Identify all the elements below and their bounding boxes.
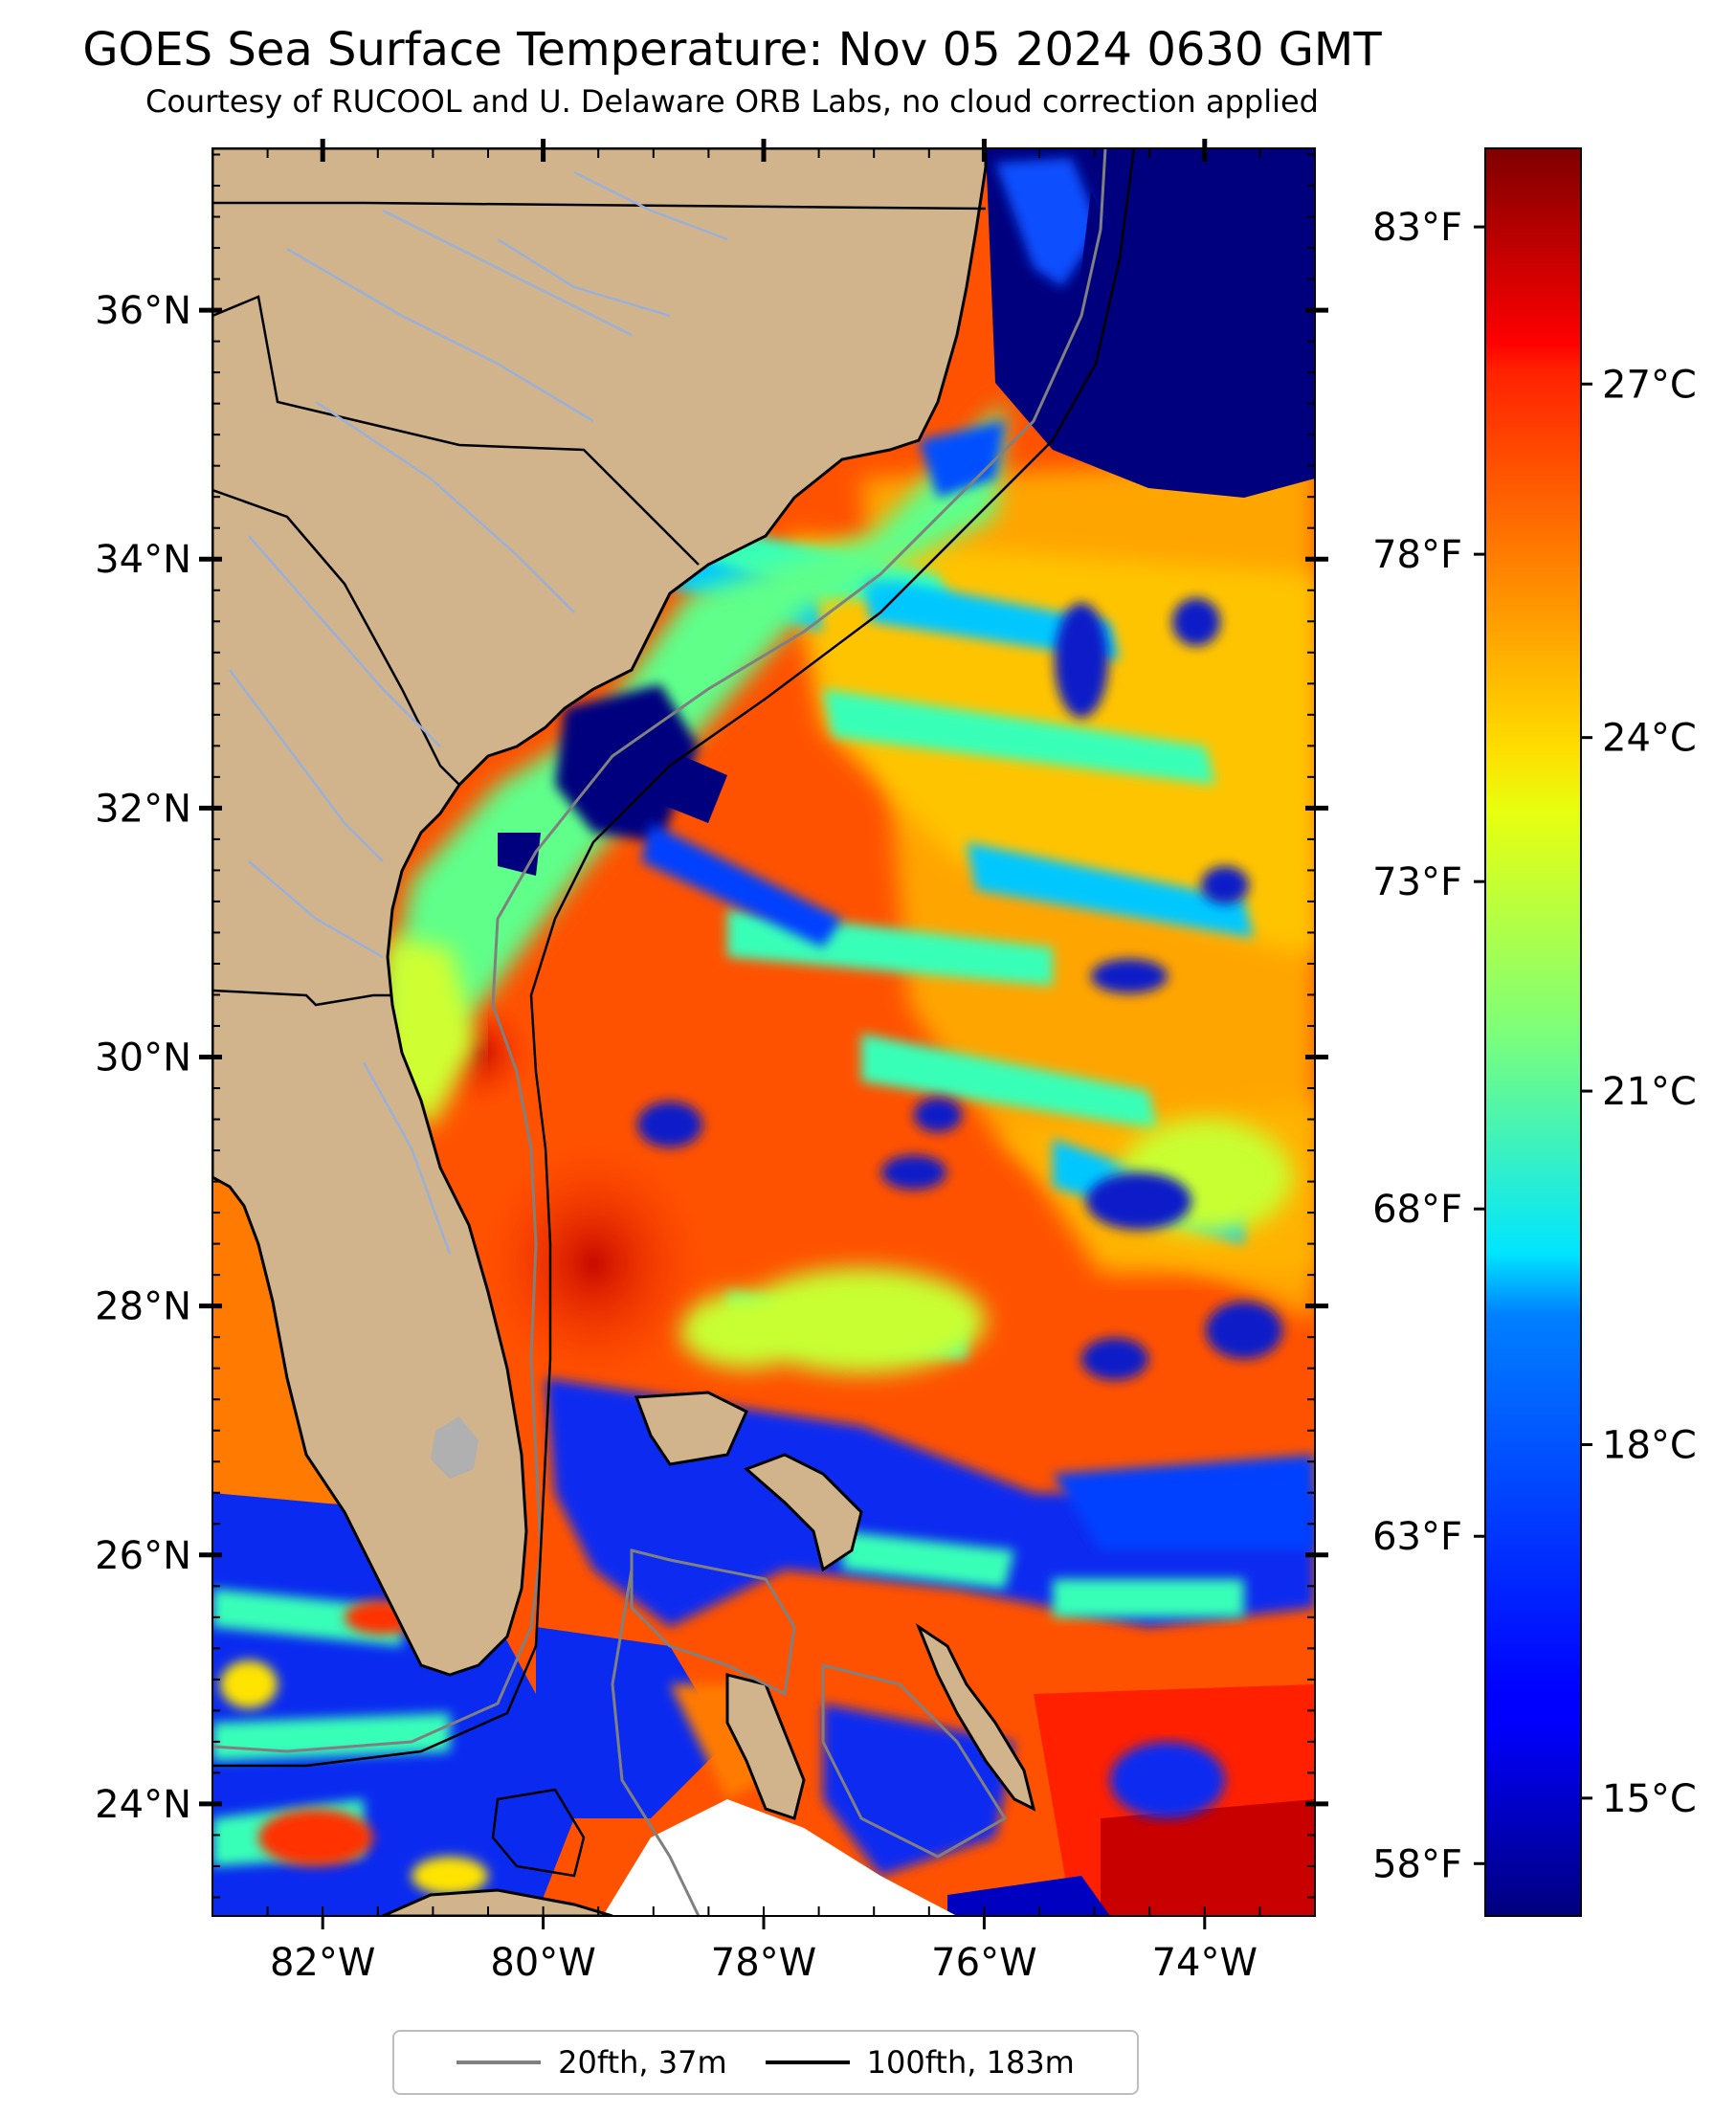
celsius-tick-label: 21°C [1602, 1070, 1697, 1114]
map-title: GOES Sea Surface Temperature: Nov 05 202… [82, 23, 1382, 77]
andros-island [725, 1673, 806, 1820]
colorbar: 27°C 24°C 21°C 18°C 15°C 83°F 78°F 73°F 68°F 63°… [1372, 147, 1697, 1917]
celsius-tick-label: 27°C [1602, 363, 1697, 407]
lon-tick-label: 78°W [711, 1941, 816, 1985]
colorbar-gradient [1484, 147, 1582, 1917]
legend-label-100fth: 100fth, 183m [866, 2044, 1075, 2081]
fahrenheit-tick-label: 73°F [1372, 860, 1462, 904]
fahrenheit-tick-label: 68°F [1372, 1188, 1462, 1232]
fahrenheit-ticks: 83°F 78°F 73°F 68°F 63°F 58°F [1372, 206, 1485, 1886]
us-mainland [212, 148, 988, 1677]
fahrenheit-tick-label: 78°F [1372, 533, 1462, 577]
celsius-tick-label: 15°C [1602, 1777, 1697, 1821]
isobath-100fth [212, 148, 1136, 1768]
lat-tick-label: 24°N [95, 1783, 191, 1827]
lon-tick-label: 80°W [490, 1941, 595, 1985]
isobath-legend: 20fth, 37m 100fth, 183m [392, 2030, 1139, 2095]
lon-tick-label: 74°W [1152, 1941, 1257, 1985]
lat-tick-label: 30°N [95, 1036, 191, 1080]
longitude-axis: 82°W 80°W 78°W 76°W 74°W [211, 139, 1316, 1985]
celsius-ticks: 27°C 24°C 21°C 18°C 15°C [1581, 363, 1697, 1821]
fahrenheit-tick-label: 63°F [1372, 1515, 1462, 1559]
fahrenheit-tick-label: 58°F [1372, 1842, 1462, 1886]
lake-okeechobee [431, 1416, 479, 1479]
grand-bahama [634, 1391, 748, 1466]
fahrenheit-tick-label: 83°F [1372, 206, 1462, 250]
lat-tick-label: 26°N [95, 1534, 191, 1578]
lat-tick-label: 28°N [95, 1285, 191, 1329]
cold-eddies [637, 598, 1282, 1380]
isobath-20fth [212, 148, 1107, 1753]
lat-tick-label: 32°N [95, 787, 191, 831]
lon-tick-label: 76°W [931, 1941, 1036, 1985]
celsius-tick-label: 18°C [1602, 1423, 1697, 1467]
state-boundaries [212, 201, 987, 1007]
abaco-island [744, 1453, 863, 1572]
celsius-tick-label: 24°C [1602, 717, 1697, 761]
lat-tick-label: 36°N [95, 289, 191, 333]
legend-label-20fth: 20fth, 37m [558, 2044, 727, 2081]
lat-tick-label: 34°N [95, 538, 191, 582]
legend-item-100fth: 100fth, 183m [765, 2044, 1075, 2081]
map-subtitle: Courtesy of RUCOOL and U. Delaware ORB L… [145, 83, 1319, 120]
legend-swatch-20fth [456, 2060, 542, 2064]
legend-item-20fth: 20fth, 37m [456, 2044, 727, 2081]
lon-tick-label: 82°W [270, 1941, 375, 1985]
latitude-axis: 36°N 34°N 32°N 30°N 28°N 26°N 24°N [95, 153, 1328, 1899]
rivers [229, 170, 728, 1255]
legend-swatch-100fth [765, 2060, 850, 2064]
sst-map [212, 148, 1315, 1916]
